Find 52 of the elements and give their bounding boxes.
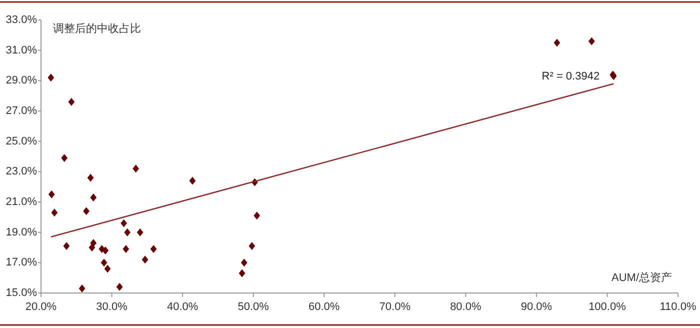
point: [104, 264, 111, 273]
point: [588, 37, 595, 46]
y-tick-label: 27.0%: [6, 105, 38, 117]
y-tick-label: 33.0%: [6, 14, 38, 26]
y-tick-label: 23.0%: [6, 166, 38, 178]
point: [136, 228, 144, 236]
x-tick-label: 50.0%: [238, 301, 270, 313]
x-tick-label: 60.0%: [308, 301, 340, 313]
x-tick-label: 100.0%: [588, 301, 626, 313]
point: [100, 258, 108, 267]
x-tick-label: 30.0%: [96, 301, 128, 313]
y-tick-label: 29.0%: [6, 74, 38, 87]
x-tick-label: 110.0%: [660, 301, 696, 313]
point: [51, 208, 58, 217]
point: [83, 207, 90, 216]
point: [63, 242, 70, 250]
x-tick-label: 70.0%: [379, 301, 411, 313]
y-axis-title: 调整后的中收占比: [53, 22, 141, 35]
y-tick-label: 31.0%: [6, 44, 38, 56]
point: [554, 38, 560, 47]
point: [122, 245, 130, 254]
point: [124, 228, 131, 236]
y-tick-label: 15.0%: [6, 287, 38, 299]
point: [48, 190, 55, 198]
point: [116, 282, 123, 291]
point: [48, 74, 54, 82]
point: [238, 269, 246, 278]
y-tick-label: 17.0%: [6, 256, 38, 269]
x-tick-label: 90.0%: [520, 301, 552, 313]
point: [78, 284, 86, 292]
point: [132, 164, 140, 173]
x-tick-label: 80.0%: [450, 301, 482, 313]
point: [240, 258, 248, 267]
point: [90, 193, 97, 202]
point: [248, 242, 256, 250]
point: [68, 98, 75, 106]
annotation: R² = 0.3942: [542, 70, 600, 83]
y-tick-label: 19.0%: [6, 226, 38, 238]
point: [102, 246, 109, 255]
point: [142, 256, 148, 264]
point: [150, 245, 157, 254]
point: [189, 176, 196, 185]
point: [120, 219, 128, 228]
y-tick-label: 21.0%: [6, 196, 38, 208]
point: [88, 244, 96, 252]
x-tick-label: 40.0%: [166, 301, 198, 313]
point: [61, 154, 68, 162]
x-tick-label: 20.0%: [25, 301, 57, 313]
point: [254, 212, 260, 220]
y-tick-label: 25.0%: [6, 135, 38, 148]
x-axis-title: AUM/总资产: [612, 271, 672, 284]
point: [87, 174, 94, 182]
